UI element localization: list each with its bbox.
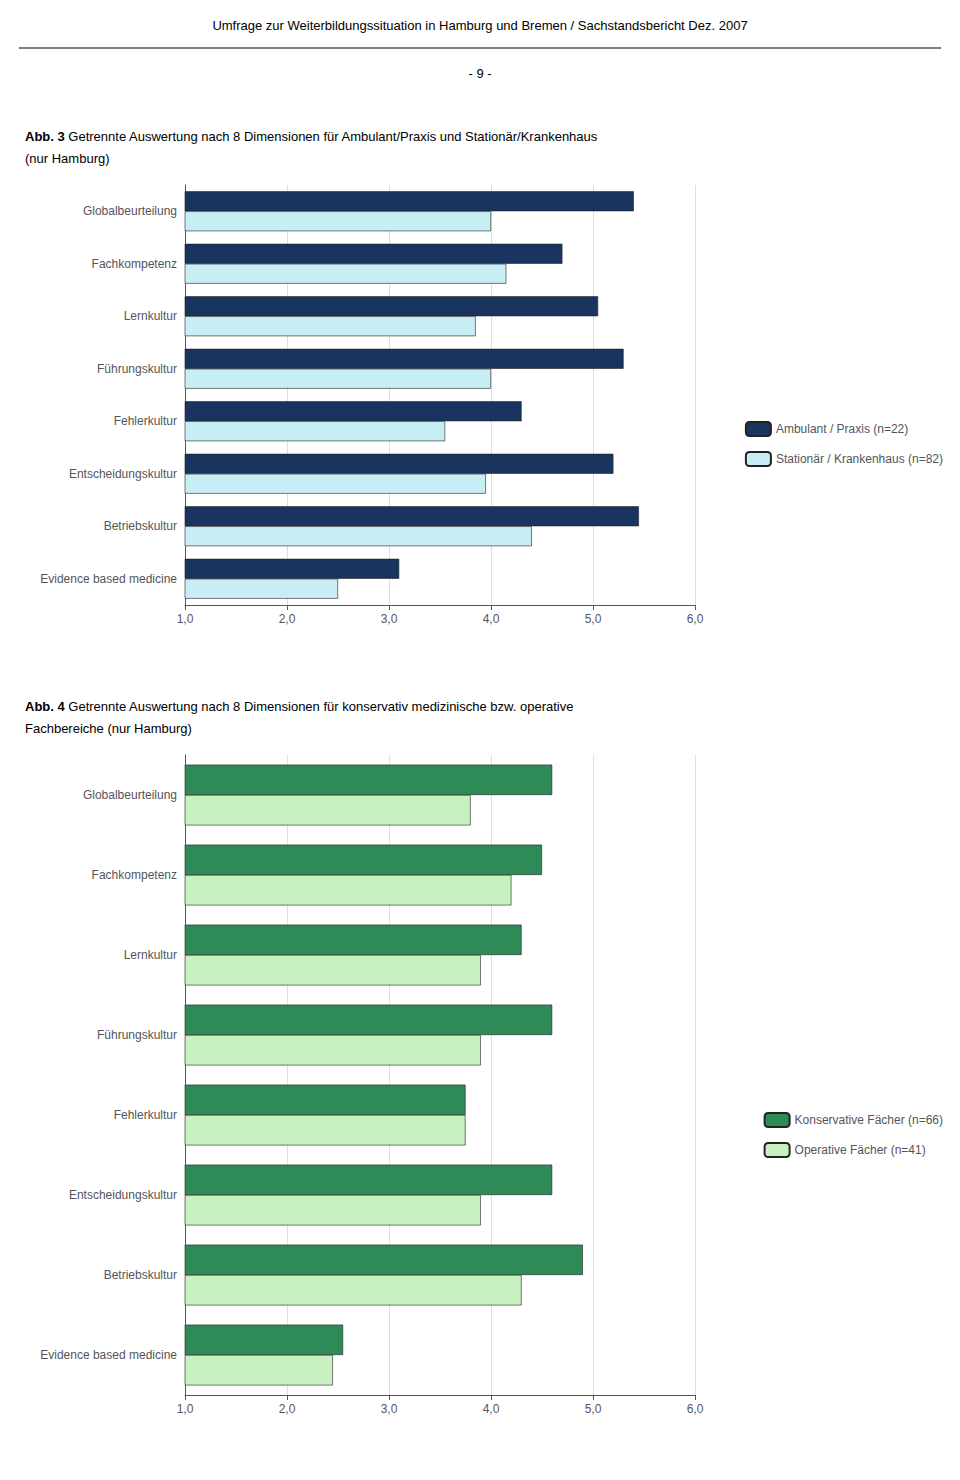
svg-text:1,0: 1,0 (177, 612, 194, 626)
svg-text:Ambulant / Praxis (n=22): Ambulant / Praxis (n=22) (776, 422, 908, 436)
svg-text:3,0: 3,0 (381, 1402, 398, 1416)
svg-text:Fachbereiche (nur Hamburg): Fachbereiche (nur Hamburg) (25, 721, 192, 736)
svg-text:4,0: 4,0 (483, 612, 500, 626)
svg-text:Globalbeurteilung: Globalbeurteilung (83, 204, 177, 218)
svg-text:Betriebskultur: Betriebskultur (104, 519, 177, 533)
svg-text:2,0: 2,0 (279, 612, 296, 626)
svg-text:Globalbeurteilung: Globalbeurteilung (83, 788, 177, 802)
svg-text:Führungskultur: Führungskultur (97, 362, 177, 376)
svg-text:6,0: 6,0 (687, 612, 704, 626)
svg-text:Abb. 4: Abb. 4 (25, 699, 65, 714)
svg-text:Evidence based medicine: Evidence based medicine (40, 1348, 177, 1362)
svg-text:Konservative Fächer (n=66): Konservative Fächer (n=66) (795, 1113, 943, 1127)
svg-text:Stationär / Krankenhaus (n=82): Stationär / Krankenhaus (n=82) (776, 452, 943, 466)
svg-text:Getrennte Auswertung nach 8 Di: Getrennte Auswertung nach 8 Dimensionen … (65, 699, 574, 714)
svg-text:2,0: 2,0 (279, 1402, 296, 1416)
svg-text:Führungskultur: Führungskultur (97, 1028, 177, 1042)
svg-text:6,0: 6,0 (687, 1402, 704, 1416)
svg-text:Getrennte Auswertung nach 8 Di: Getrennte Auswertung nach 8 Dimensionen … (65, 129, 598, 144)
svg-text:Lernkultur: Lernkultur (124, 309, 177, 323)
svg-text:5,0: 5,0 (585, 612, 602, 626)
svg-text:Operative Fächer (n=41): Operative Fächer (n=41) (795, 1143, 926, 1157)
svg-text:Lernkultur: Lernkultur (124, 948, 177, 962)
svg-text:Entscheidungskultur: Entscheidungskultur (69, 467, 177, 481)
svg-text:- 9 -: - 9 - (468, 66, 491, 81)
svg-text:Evidence based medicine: Evidence based medicine (40, 572, 177, 586)
svg-text:Umfrage zur Weiterbildungssitu: Umfrage zur Weiterbildungssituation in H… (212, 18, 747, 33)
svg-text:5,0: 5,0 (585, 1402, 602, 1416)
svg-text:1,0: 1,0 (177, 1402, 194, 1416)
svg-text:Abb. 3: Abb. 3 (25, 129, 65, 144)
svg-text:(nur Hamburg): (nur Hamburg) (25, 151, 110, 166)
svg-text:Fehlerkultur: Fehlerkultur (114, 1108, 177, 1122)
svg-text:3,0: 3,0 (381, 612, 398, 626)
svg-text:Betriebskultur: Betriebskultur (104, 1268, 177, 1282)
svg-text:Fachkompetenz: Fachkompetenz (92, 257, 177, 271)
svg-text:Fachkompetenz: Fachkompetenz (92, 868, 177, 882)
svg-text:Fehlerkultur: Fehlerkultur (114, 414, 177, 428)
svg-text:Entscheidungskultur: Entscheidungskultur (69, 1188, 177, 1202)
svg-text:4,0: 4,0 (483, 1402, 500, 1416)
